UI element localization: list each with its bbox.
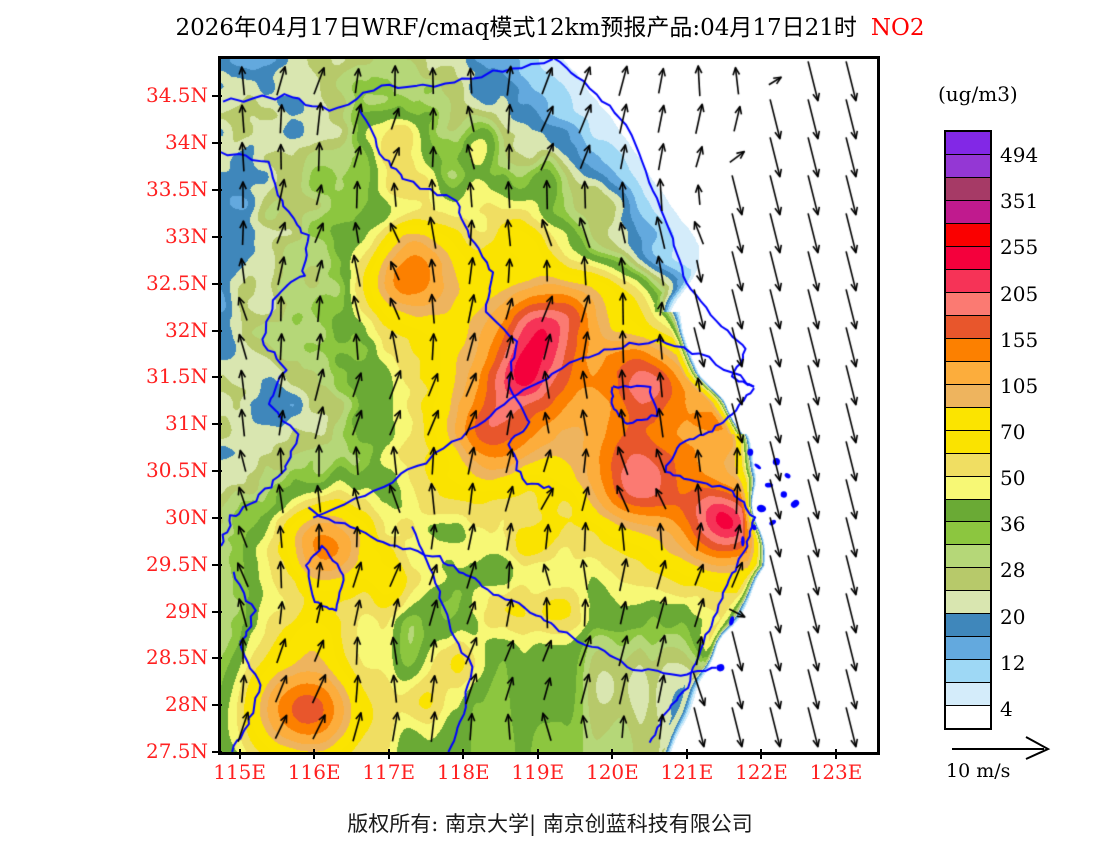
lon-tick-label: 122E (735, 760, 788, 784)
lon-tick-mark (387, 749, 390, 759)
colorbar-band[interactable] (946, 407, 990, 431)
colorbar-band[interactable] (946, 154, 990, 178)
concentration-map-canvas[interactable] (221, 59, 877, 752)
colorbar-tick-label: 155 (1000, 327, 1039, 352)
lat-tick-label: 34.5N (145, 83, 208, 108)
lon-tick-label: 116E (287, 760, 341, 784)
colorbar[interactable] (944, 130, 992, 730)
lat-tick-mark (212, 329, 222, 332)
lat-tick-label: 29.5N (145, 551, 208, 576)
colorbar-units-label: (ug/m3) (938, 82, 1018, 106)
colorbar-tick-label: 12 (1000, 650, 1026, 675)
lat-tick-mark (212, 376, 222, 379)
lon-tick-label: 120E (585, 760, 639, 784)
colorbar-band[interactable] (946, 637, 990, 661)
colorbar-band[interactable] (946, 200, 990, 224)
lon-tick-label: 123E (809, 760, 863, 784)
lat-tick-mark (212, 657, 222, 660)
lat-tick-mark (212, 610, 222, 613)
lon-tick-label: 115E (213, 760, 267, 784)
colorbar-band[interactable] (946, 223, 990, 247)
lat-tick-label: 34N (165, 130, 208, 155)
lat-tick-label: 33.5N (145, 177, 208, 202)
lat-tick-mark (212, 142, 222, 145)
lon-tick-mark (536, 749, 539, 759)
colorbar-band[interactable] (946, 269, 990, 293)
colorbar-tick-label: 494 (1000, 143, 1039, 168)
colorbar-band[interactable] (946, 499, 990, 523)
colorbar-tick-label: 28 (1000, 558, 1026, 583)
colorbar-band[interactable] (946, 132, 990, 155)
colorbar-band[interactable] (946, 338, 990, 362)
lon-tick-label: 118E (436, 760, 490, 784)
lon-tick-label: 117E (362, 760, 416, 784)
lat-tick-mark (212, 423, 222, 426)
colorbar-band[interactable] (946, 315, 990, 339)
wind-scale-arrow (948, 735, 1078, 785)
lat-tick-label: 27.5N (145, 739, 208, 763)
lat-tick-label: 30N (165, 504, 208, 529)
colorbar-band[interactable] (946, 453, 990, 477)
lat-tick-mark (212, 563, 222, 566)
lat-tick-mark (212, 282, 222, 285)
lat-tick-mark (212, 516, 222, 519)
colorbar-band[interactable] (946, 568, 990, 592)
colorbar-band[interactable] (946, 246, 990, 270)
lat-tick-label: 32N (165, 317, 208, 342)
wind-scale-label: 10 m/s (946, 760, 1011, 782)
colorbar-tick-label: 50 (1000, 466, 1026, 491)
colorbar-band[interactable] (946, 545, 990, 569)
lon-tick-mark (313, 749, 316, 759)
title-main-text: 2026年04月17日WRF/cmaq模式12km预报产品:04月17日21时 (175, 15, 857, 41)
colorbar-band[interactable] (946, 292, 990, 316)
lat-tick-mark (212, 95, 222, 98)
colorbar-band[interactable] (946, 591, 990, 615)
title-species-label: NO2 (870, 15, 925, 41)
colorbar-band[interactable] (946, 683, 990, 707)
page-title: 2026年04月17日WRF/cmaq模式12km预报产品:04月17日21时 N… (0, 8, 1100, 42)
colorbar-tick-label: 70 (1000, 420, 1026, 444)
colorbar-tick-label: 4 (1000, 696, 1013, 721)
colorbar-band[interactable] (946, 361, 990, 385)
colorbar-band[interactable] (946, 476, 990, 500)
colorbar-tick-label: 20 (1000, 604, 1026, 629)
lat-tick-label: 28N (165, 692, 208, 717)
colorbar-band[interactable] (946, 177, 990, 201)
lat-tick-mark (212, 470, 222, 473)
colorbar-tick-label: 351 (1000, 189, 1039, 214)
colorbar-band[interactable] (946, 384, 990, 408)
lat-tick-mark (212, 235, 222, 238)
lon-tick-mark (835, 749, 837, 759)
colorbar-band[interactable] (946, 614, 990, 638)
colorbar-band[interactable] (946, 522, 990, 546)
lon-tick-label: 121E (660, 760, 714, 784)
colorbar-band[interactable] (946, 430, 990, 454)
lat-tick-label: 29N (165, 598, 208, 623)
colorbar-band[interactable] (946, 706, 990, 729)
lat-tick-label: 31N (165, 411, 208, 436)
lat-tick-label: 30.5N (145, 458, 208, 483)
lat-tick-mark (212, 751, 222, 753)
copyright-footer: 版权所有: 南京大学| 南京创蓝科技有限公司 (347, 812, 753, 836)
lon-tick-mark (685, 749, 688, 759)
lon-tick-mark (760, 749, 763, 759)
lon-tick-label: 119E (511, 760, 565, 784)
colorbar-band[interactable] (946, 660, 990, 684)
lon-tick-mark (238, 749, 241, 759)
colorbar-tick-label: 36 (1000, 512, 1026, 537)
map-panel[interactable] (218, 56, 880, 755)
lon-tick-mark (611, 749, 614, 759)
lat-tick-label: 31.5N (145, 364, 208, 389)
lat-tick-label: 32.5N (145, 270, 208, 295)
lat-tick-label: 33N (165, 223, 208, 248)
lat-tick-mark (212, 189, 222, 192)
lon-tick-mark (462, 749, 465, 759)
lat-tick-label: 28.5N (145, 645, 208, 670)
lat-tick-mark (212, 704, 222, 707)
colorbar-tick-label: 255 (1000, 235, 1039, 260)
colorbar-tick-label: 205 (1000, 281, 1039, 306)
colorbar-tick-label: 105 (1000, 373, 1039, 398)
